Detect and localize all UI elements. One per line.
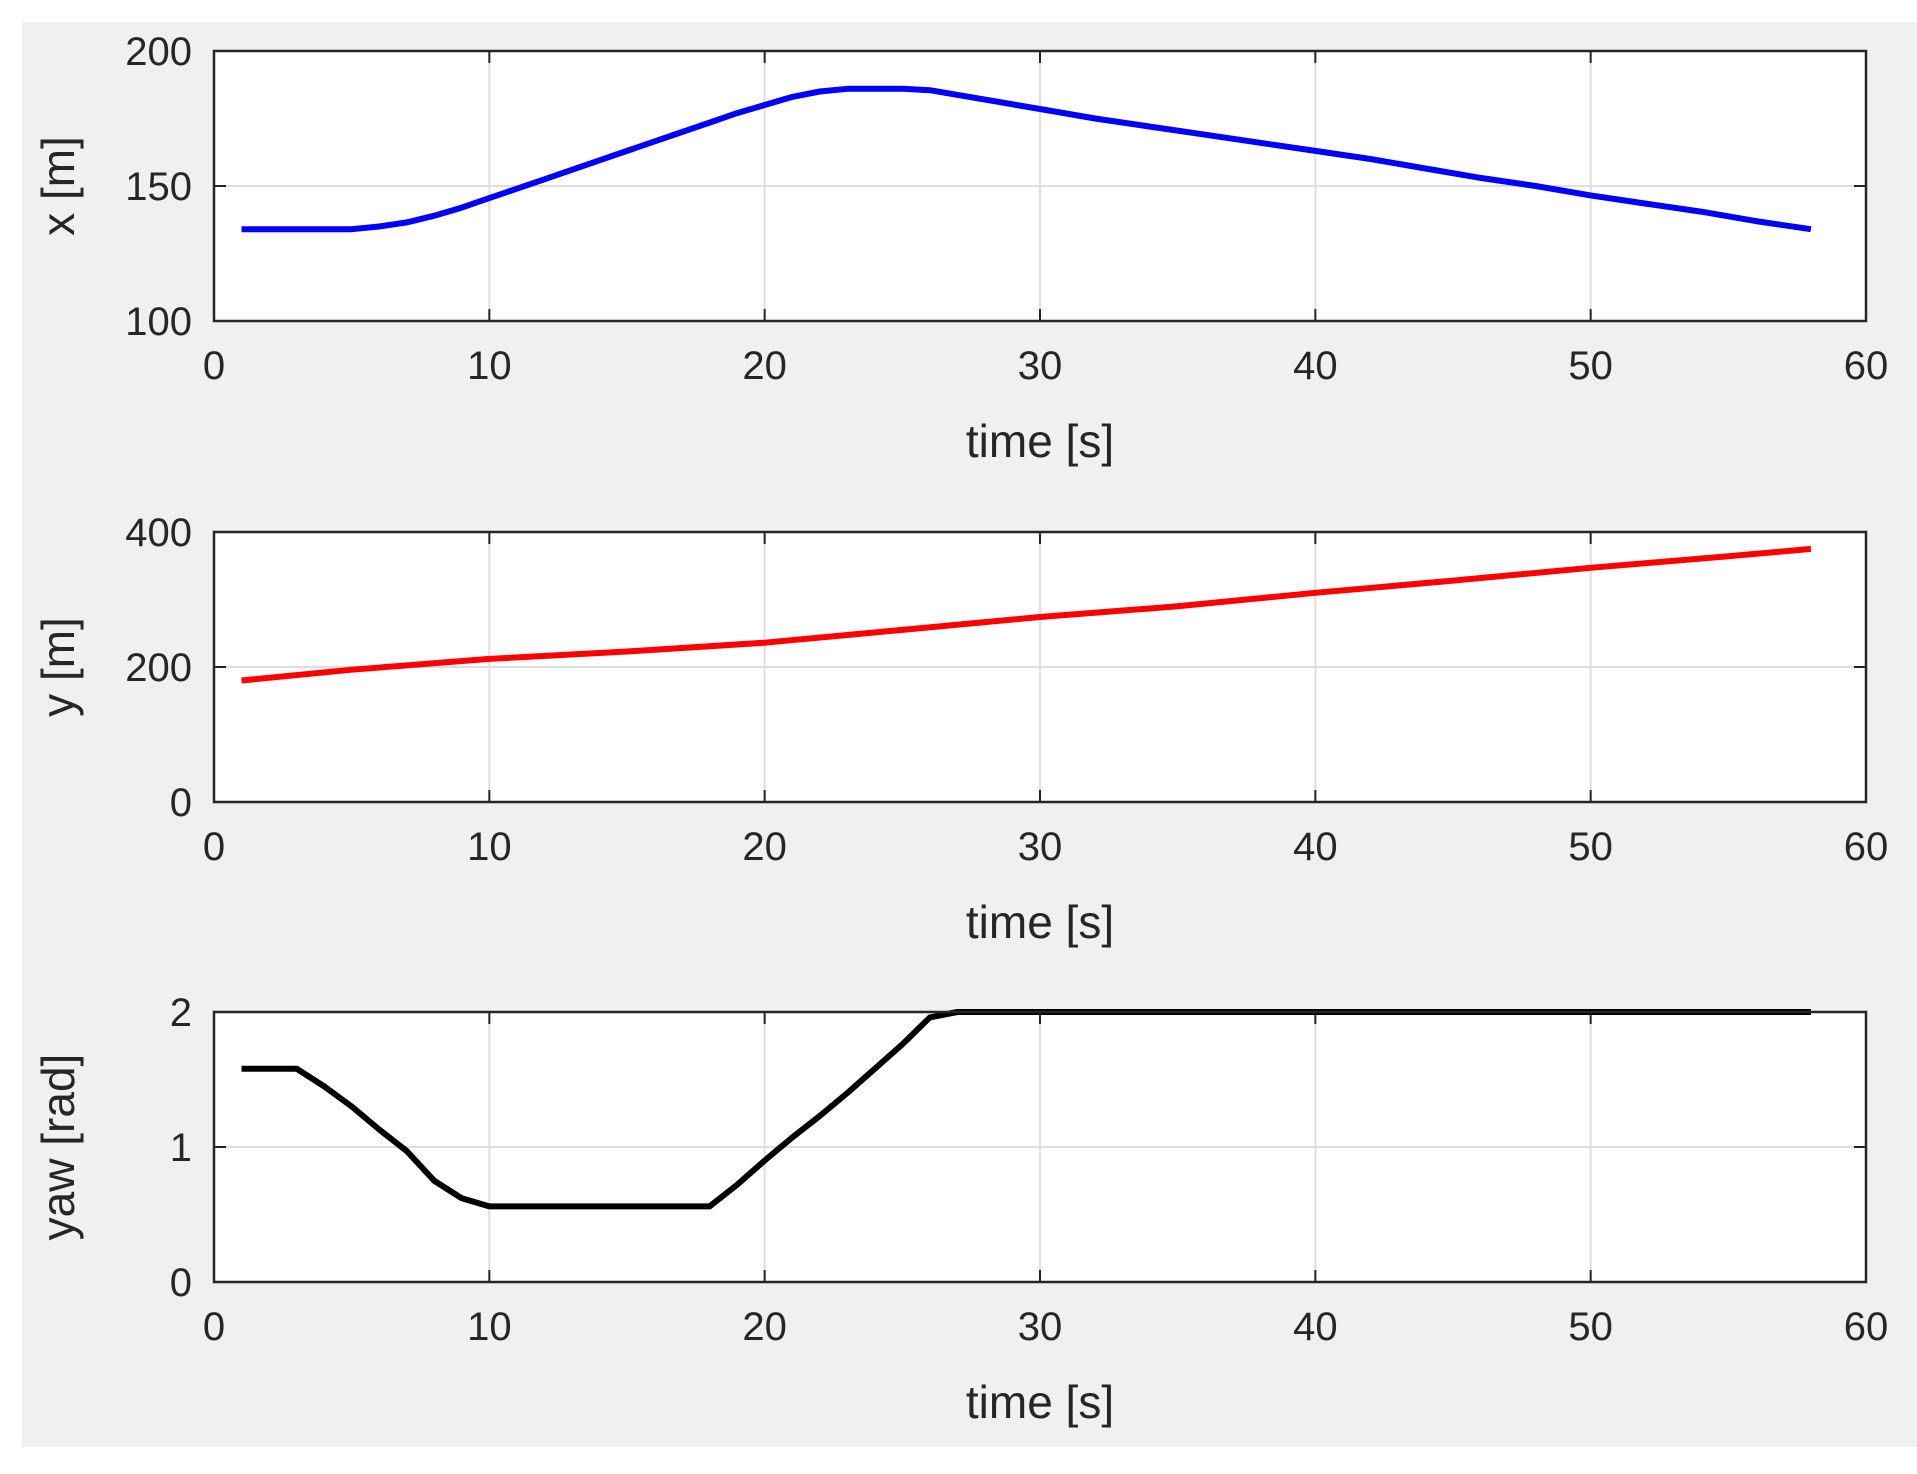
x-axis-label-yaw: time [s] [966, 1376, 1114, 1428]
x-tick-label-yaw: 0 [203, 1305, 225, 1349]
x-tick-label-y: 30 [1018, 825, 1063, 869]
series-line-y [241, 545, 1812, 684]
y-axis-label-yaw: yaw [rad] [32, 1054, 84, 1241]
x-tick-label-yaw: 50 [1568, 1305, 1613, 1349]
x-tick-label-yaw: 20 [742, 1305, 787, 1349]
x-tick-label-y: 0 [203, 825, 225, 869]
plot-frame-x [212, 49, 1868, 323]
x-tick-label-yaw: 30 [1018, 1305, 1063, 1349]
x-tick-label-yaw: 10 [467, 1305, 512, 1349]
plot-x: 0 10 20 30 40 50 60 100 150 200 time [s] x [m] [32, 30, 1888, 467]
x-tick-label-yaw: 60 [1844, 1305, 1889, 1349]
y-tick-label-y: 400 [125, 511, 192, 555]
x-tick-label-y: 60 [1844, 825, 1889, 869]
x-tick-label-x: 40 [1293, 344, 1338, 388]
y-tick-label-yaw: 1 [170, 1126, 192, 1170]
x-tick-label-x: 30 [1018, 344, 1063, 388]
x-tick-label-x: 60 [1844, 344, 1889, 388]
x-axis-label-x: time [s] [966, 415, 1114, 467]
y-tick-label-yaw: 0 [170, 1261, 192, 1305]
y-tick-label-y: 0 [170, 781, 192, 825]
x-tick-label-x: 20 [742, 344, 787, 388]
y-axis-label-y: y [m] [32, 617, 84, 717]
plot-frame-yaw [212, 1010, 1868, 1284]
x-tick-label-y: 40 [1293, 825, 1338, 869]
x-tick-label-x: 50 [1568, 344, 1613, 388]
x-tick-label-y: 10 [467, 825, 512, 869]
x-tick-label-yaw: 40 [1293, 1305, 1338, 1349]
plot-y: 0 10 20 30 40 50 60 0 200 400 time [s] y [m] [32, 511, 1888, 948]
y-tick-label-x: 150 [125, 165, 192, 209]
x-axis-label-y: time [s] [966, 896, 1114, 948]
y-tick-label-x: 200 [125, 30, 192, 74]
y-tick-label-x: 100 [125, 300, 192, 344]
x-tick-label-x: 10 [467, 344, 512, 388]
y-tick-label-y: 200 [125, 646, 192, 690]
series-line-x [241, 85, 1812, 233]
x-tick-label-y: 50 [1568, 825, 1613, 869]
plot-frame-y [212, 530, 1868, 804]
x-tick-label-x: 0 [203, 344, 225, 388]
plot-yaw: 0 10 20 30 40 50 60 0 1 2 time [s] yaw [rad] [32, 991, 1888, 1428]
x-tick-label-y: 20 [742, 825, 787, 869]
y-axis-label-x: x [m] [32, 136, 84, 236]
y-tick-label-yaw: 2 [170, 991, 192, 1035]
